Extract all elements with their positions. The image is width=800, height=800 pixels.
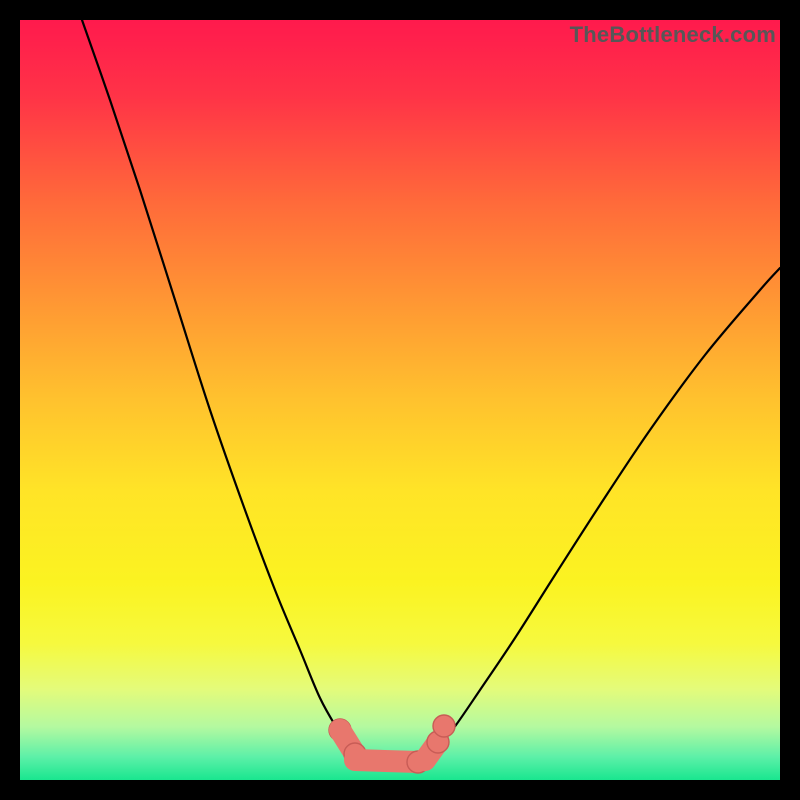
bottleneck-curve: [20, 20, 780, 780]
chart-frame: TheBottleneck.com: [0, 0, 800, 800]
watermark-text: TheBottleneck.com: [570, 22, 776, 48]
plot-area: [20, 20, 780, 780]
